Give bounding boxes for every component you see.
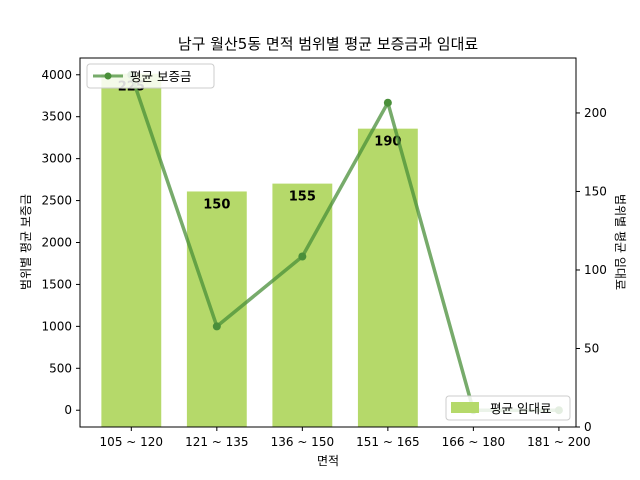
y-right-tick-label: 0: [584, 420, 592, 434]
legend-line-label: 평균 보증금: [130, 69, 191, 84]
y-left-tick-label: 3500: [41, 110, 72, 124]
x-tick-label: 105 ~ 120: [100, 435, 164, 449]
x-tick-label: 136 ~ 150: [271, 435, 335, 449]
y-axis-right: 0 50 100 150 200: [576, 106, 607, 434]
y-axis-left-label: 범위별 평균 보증금: [19, 194, 33, 290]
x-tick-label: 166 ~ 180: [442, 435, 506, 449]
y-left-tick-label: 0: [64, 403, 72, 417]
y-left-tick-label: 1500: [41, 277, 72, 291]
y-right-tick-label: 50: [584, 341, 599, 355]
x-axis-label: 면적: [317, 454, 339, 468]
y-left-tick-label: 500: [49, 361, 72, 375]
bar: [101, 73, 162, 428]
line-point: [298, 252, 307, 261]
y-axis-left: 0 500 1000 1500 2000 2500 3000 3500 4000: [41, 68, 80, 417]
legend-line-marker: [104, 72, 112, 80]
legend-bar: 평균 임대료: [445, 395, 571, 421]
x-tick-label: 121 ~ 135: [185, 435, 249, 449]
legend-bar-label: 평균 임대료: [490, 401, 551, 416]
chart-title: 남구 월산5동 면적 범위별 평균 보증금과 임대료: [178, 35, 479, 53]
line-point: [212, 322, 221, 331]
legend-line: 평균 보증금: [86, 63, 215, 89]
bar-data-label: 150: [203, 197, 230, 212]
y-axis-right-label: 범위별 평균 임대료: [613, 194, 627, 290]
y-left-tick-label: 1000: [41, 319, 72, 333]
x-tick-label: 151 ~ 165: [356, 435, 420, 449]
line-point: [383, 98, 392, 107]
y-right-tick-label: 200: [584, 106, 607, 120]
x-axis: 105 ~ 120 121 ~ 135 136 ~ 150 151 ~ 165 166 …: [100, 427, 591, 449]
legend-line-box: [86, 63, 215, 89]
bar-data-label: 155: [289, 190, 316, 205]
legend-bar-swatch: [451, 402, 479, 413]
x-tick-label: 181 ~ 200: [527, 435, 591, 449]
y-right-tick-label: 100: [584, 263, 607, 277]
y-right-tick-label: 150: [584, 184, 607, 198]
bar-data-label: 190: [374, 135, 401, 150]
y-left-tick-label: 3000: [41, 152, 72, 166]
y-left-tick-label: 4000: [41, 68, 72, 82]
y-left-tick-label: 2000: [41, 236, 72, 250]
y-left-tick-label: 2500: [41, 194, 72, 208]
